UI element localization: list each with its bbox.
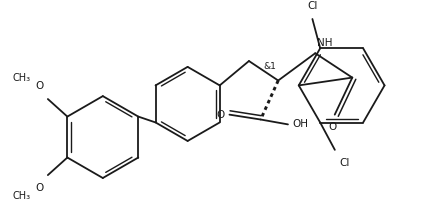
Text: O: O: [36, 81, 44, 91]
Text: Cl: Cl: [307, 1, 318, 11]
Text: O: O: [36, 183, 44, 193]
Text: O: O: [329, 122, 337, 132]
Text: CH₃: CH₃: [12, 73, 31, 84]
Text: O: O: [216, 110, 225, 120]
Text: CH₃: CH₃: [12, 191, 31, 201]
Text: OH: OH: [293, 119, 309, 129]
Text: NH: NH: [317, 38, 333, 48]
Text: &1: &1: [263, 62, 276, 71]
Text: Cl: Cl: [340, 158, 350, 168]
